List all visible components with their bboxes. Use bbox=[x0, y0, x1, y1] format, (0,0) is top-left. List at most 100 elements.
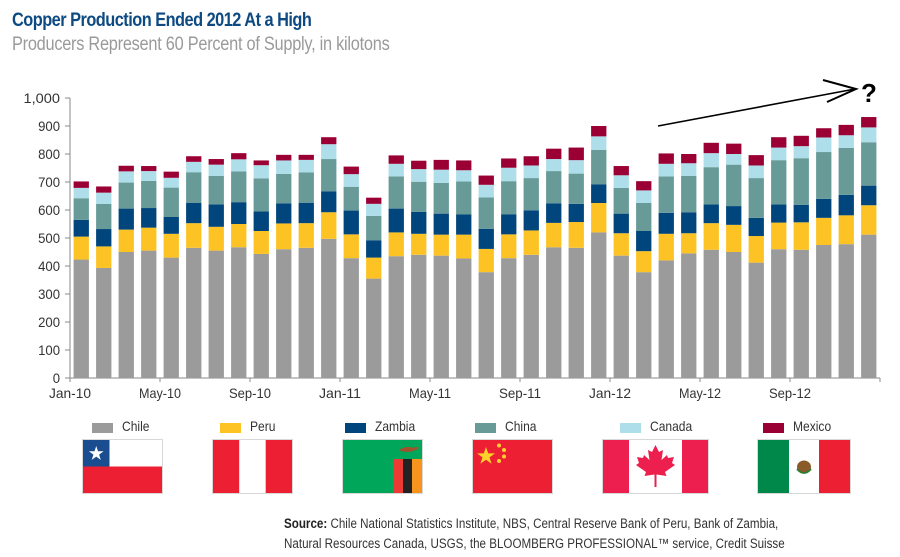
bar-segment-zambia bbox=[186, 203, 202, 224]
bar-segment-chile bbox=[411, 254, 427, 378]
bar-segment-canada bbox=[703, 153, 719, 168]
bar-segment-zambia bbox=[456, 214, 472, 235]
y-tick-label: 200 bbox=[38, 314, 60, 330]
bar-segment-zambia bbox=[366, 240, 382, 258]
bar-segment-peru bbox=[208, 226, 224, 251]
x-tick-label: May-11 bbox=[409, 385, 451, 401]
y-tick-label: 700 bbox=[38, 174, 60, 190]
bar-segment-china bbox=[276, 173, 292, 204]
bar-segment-chile bbox=[456, 258, 472, 378]
bar-stack-Jul-10 bbox=[208, 159, 224, 378]
bar-segment-zambia bbox=[433, 213, 449, 235]
bar-segment-chile bbox=[433, 255, 449, 378]
bar-segment-china bbox=[208, 175, 224, 205]
legend-label-zambia: Zambia bbox=[375, 418, 416, 434]
bar-segment-zambia bbox=[748, 217, 764, 237]
bar-segment-peru bbox=[186, 223, 202, 248]
bar-segment-chile bbox=[118, 252, 134, 378]
bar-segment-zambia bbox=[276, 203, 292, 224]
bar-segment-china bbox=[703, 167, 719, 205]
bar-segment-canada bbox=[298, 159, 314, 173]
bar-stack-Jul-12 bbox=[748, 155, 764, 378]
bar-segment-chile bbox=[838, 244, 854, 378]
bar-segment-china bbox=[816, 152, 832, 199]
bar-segment-mexico bbox=[96, 186, 112, 193]
bar-segment-chile bbox=[343, 258, 359, 378]
legend-label-canada: Canada bbox=[650, 418, 693, 434]
bar-segment-mexico bbox=[163, 171, 179, 178]
legend-swatch-mexico bbox=[763, 423, 784, 433]
bar-segment-zambia bbox=[208, 204, 224, 227]
bar-segment-chile bbox=[186, 247, 202, 378]
y-axis: 0 100 200 300 400 500 600 700 800 900 1,000 bbox=[24, 90, 71, 386]
legend: Chile Peru Zambia bbox=[0, 418, 900, 498]
bar-segment-china bbox=[838, 147, 854, 195]
bar-segment-chile bbox=[681, 253, 697, 378]
bar-segment-zambia bbox=[726, 206, 742, 225]
bar-segment-canada bbox=[748, 165, 764, 179]
bar-segment-peru bbox=[681, 233, 697, 254]
bar-segment-peru bbox=[163, 233, 179, 258]
x-tick-label: Jan-12 bbox=[589, 385, 631, 401]
legend-swatch-chile bbox=[92, 423, 113, 433]
bar-segment-mexico bbox=[118, 165, 134, 172]
bar-segment-canada bbox=[163, 177, 179, 188]
bar-segment-peru bbox=[636, 251, 652, 273]
bar-segment-mexico bbox=[253, 160, 269, 166]
y-tick-label: 0 bbox=[53, 370, 60, 386]
bar-segment-canada bbox=[73, 187, 89, 199]
source-note: Source: Chile National Statistics Instit… bbox=[284, 514, 785, 554]
bar-segment-canada bbox=[816, 137, 832, 153]
bar-stack-Nov-12 bbox=[838, 124, 854, 378]
bar-stack-Jul-11 bbox=[478, 175, 494, 378]
bar-segment-peru bbox=[343, 234, 359, 259]
x-axis: Jan-10 May-10 Sep-10 Jan-11 May-11 Sep-11 Jan-… bbox=[49, 377, 881, 401]
bar-stack-Nov-10 bbox=[298, 154, 314, 378]
bar-segment-zambia bbox=[96, 229, 112, 247]
x-tick-label: Sep-11 bbox=[499, 385, 541, 401]
y-tick-label: 300 bbox=[38, 286, 60, 302]
y-tick-label: 900 bbox=[38, 118, 60, 134]
bar-segment-peru bbox=[613, 233, 629, 256]
bar-segment-zambia bbox=[591, 184, 607, 203]
bar-segment-zambia bbox=[613, 213, 629, 234]
bar-segment-china bbox=[73, 198, 89, 220]
bar-segment-mexico bbox=[546, 148, 562, 160]
peru-flag-icon bbox=[213, 440, 292, 493]
bar-segment-canada bbox=[231, 159, 247, 172]
bar-segment-china bbox=[591, 149, 607, 185]
chart-title: Copper Production Ended 2012 At a High bbox=[12, 10, 312, 31]
bar-segment-china bbox=[748, 178, 764, 218]
bar-segment-peru bbox=[456, 234, 472, 259]
bar-segment-peru bbox=[726, 224, 742, 252]
bar-segment-china bbox=[253, 178, 269, 212]
trend-arrow-head bbox=[822, 79, 859, 103]
x-tick-label: Sep-12 bbox=[769, 385, 811, 401]
bar-segment-peru bbox=[366, 257, 382, 279]
bar-segment-mexico bbox=[321, 137, 337, 145]
bar-segment-chile bbox=[726, 252, 742, 378]
bar-segment-mexico bbox=[73, 181, 89, 188]
bar-segment-peru bbox=[478, 248, 494, 273]
y-tick-label: 800 bbox=[38, 146, 60, 162]
bar-segment-china bbox=[186, 172, 202, 203]
bar-segment-peru bbox=[73, 236, 89, 260]
bar-segment-zambia bbox=[681, 212, 697, 234]
bar-segment-zambia bbox=[861, 185, 877, 206]
bar-segment-chile bbox=[253, 253, 269, 378]
bar-segment-china bbox=[613, 187, 629, 214]
bar-segment-china bbox=[141, 180, 157, 209]
bar-segment-zambia bbox=[546, 203, 562, 223]
bar-stack-Feb-10 bbox=[96, 186, 112, 378]
bar-segment-zambia bbox=[793, 204, 809, 223]
bar-stack-May-12 bbox=[703, 142, 719, 378]
y-tick-label: 100 bbox=[38, 342, 60, 358]
bar-stack-Sep-11 bbox=[523, 156, 539, 378]
bar-segment-zambia bbox=[321, 191, 337, 213]
bar-segment-mexico bbox=[591, 126, 607, 137]
trend-annotation: ? bbox=[657, 78, 877, 127]
bar-segment-chile bbox=[298, 247, 314, 378]
bar-segment-china bbox=[231, 171, 247, 203]
bar-segment-canada bbox=[613, 175, 629, 188]
legend-label-mexico: Mexico bbox=[793, 418, 832, 434]
